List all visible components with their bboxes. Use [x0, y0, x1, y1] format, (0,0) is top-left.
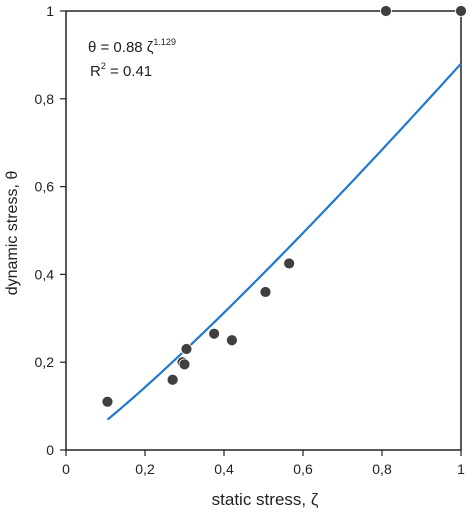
data-points	[101, 5, 467, 408]
equation-exponent: 1.129	[153, 37, 176, 47]
data-point	[208, 327, 221, 340]
x-tick-label: 0,4	[214, 461, 234, 477]
x-tick-label: 0,8	[372, 461, 392, 477]
x-axis-label: static stress, ζ	[212, 490, 319, 509]
y-tick-label: 1	[46, 3, 54, 19]
data-point	[455, 5, 467, 17]
axes	[60, 10, 462, 456]
data-point	[178, 358, 191, 371]
y-tick-label: 0,6	[35, 179, 55, 195]
r-squared-annotation: R2 = 0.41	[90, 61, 152, 80]
data-point	[380, 5, 392, 17]
data-point	[101, 395, 114, 408]
data-point	[283, 257, 296, 270]
data-point	[225, 334, 238, 347]
y-tick-label: 0	[46, 442, 54, 458]
x-tick-label: 0,6	[293, 461, 313, 477]
r2-prefix: R	[90, 63, 101, 80]
equation-annotation: θ = 0.88 ζ1.129	[88, 37, 176, 56]
y-axis-label: dynamic stress, θ	[4, 171, 21, 296]
y-tick-label: 0,2	[35, 354, 55, 370]
plot-frame	[65, 10, 462, 451]
x-tick-label: 1	[457, 461, 465, 477]
r2-value: = 0.41	[106, 63, 152, 80]
data-point	[259, 286, 272, 298]
data-point	[166, 373, 179, 386]
fit-curve-layer	[106, 62, 462, 421]
y-tick-label: 0,8	[35, 91, 55, 107]
x-tick-label: 0	[62, 461, 70, 477]
r2-superscript: 2	[101, 61, 106, 71]
y-tick-label: 0,4	[35, 266, 55, 282]
equation-main: θ = 0.88 ζ	[88, 39, 154, 56]
data-point	[180, 343, 193, 355]
fit-curve	[106, 62, 462, 421]
x-tick-label: 0,2	[135, 461, 155, 477]
tick-labels: 0 0,2 0,4 0,6 0,8 1 0 0,2 0,4 0,6 0,8 1	[35, 3, 466, 477]
